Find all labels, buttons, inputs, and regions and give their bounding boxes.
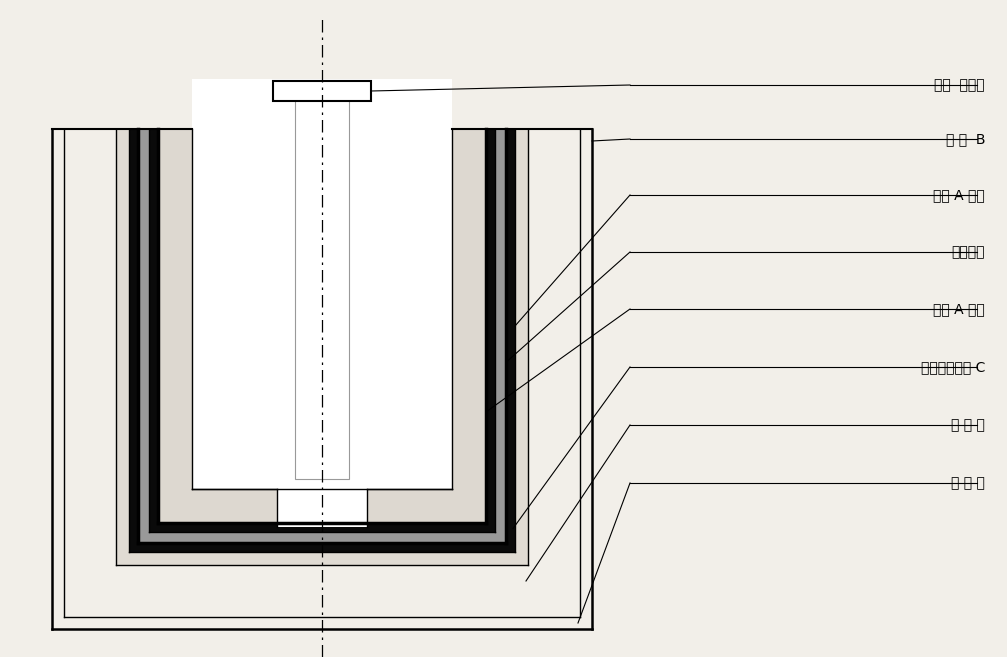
Bar xyxy=(149,129,495,532)
Bar xyxy=(452,129,486,523)
Bar xyxy=(116,552,528,565)
Bar xyxy=(129,129,515,552)
Bar xyxy=(52,129,592,629)
Text: 炉 外 壳: 炉 外 壳 xyxy=(952,476,985,490)
Bar xyxy=(277,484,367,527)
Text: 鐵保护壳: 鐵保护壳 xyxy=(952,245,985,259)
Bar xyxy=(116,129,528,565)
Bar xyxy=(129,129,138,552)
Bar xyxy=(158,489,486,523)
Bar xyxy=(506,129,515,552)
Text: 材 料  B: 材 料 B xyxy=(946,132,985,146)
Bar xyxy=(192,79,452,489)
Text: 耗火泥或材料 C: 耗火泥或材料 C xyxy=(920,360,985,374)
Bar xyxy=(273,81,371,101)
Text: 材料 A 涂层: 材料 A 涂层 xyxy=(933,302,985,316)
Bar xyxy=(158,129,486,523)
Bar xyxy=(138,129,149,543)
Bar xyxy=(149,129,158,532)
Bar xyxy=(138,129,506,543)
Bar xyxy=(129,543,515,552)
Bar xyxy=(64,129,580,617)
Text: 材料 A 涂层: 材料 A 涂层 xyxy=(933,188,985,202)
Bar xyxy=(295,81,349,479)
Text: 刚玉  绍缘圈: 刚玉 绍缘圈 xyxy=(934,78,985,92)
Bar xyxy=(495,129,506,543)
Bar xyxy=(116,129,129,565)
Bar xyxy=(149,523,495,532)
Bar xyxy=(158,129,192,523)
Bar xyxy=(486,129,495,532)
Bar xyxy=(515,129,528,565)
Text: 保 温 砖: 保 温 砖 xyxy=(952,418,985,432)
Bar xyxy=(138,532,506,543)
